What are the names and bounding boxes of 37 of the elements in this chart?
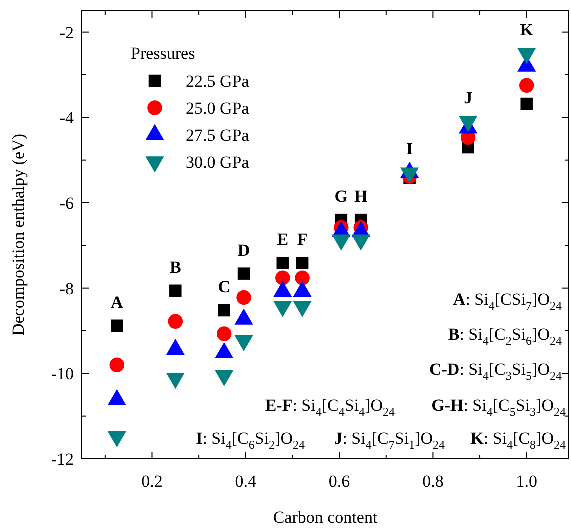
y-tick-label: -6: [60, 194, 74, 213]
text: G-H: Si$_{4}$[C$_{5}$Si$_{3}$]O$_{24}$: [432, 396, 566, 419]
x-tick-label: 0.4: [235, 472, 258, 491]
annotation: A: [110, 292, 124, 312]
annotation: D: [238, 240, 250, 260]
x-tick-label: 0.2: [142, 472, 163, 491]
x-axis-title: Carbon content: [273, 508, 378, 527]
y-tick-label: -2: [60, 23, 74, 42]
annotation: G: [334, 187, 348, 206]
legend-label: 27.5 GPa: [186, 126, 250, 145]
legend-label: 22.5 GPa: [186, 72, 250, 91]
x-tick-label: 1.0: [516, 472, 538, 491]
text: I: Si$_{4}$[C$_{6}$Si$_{2}$]O$_{24}$: [196, 429, 305, 452]
y-tick-label: -4: [60, 108, 74, 128]
annotation: B: [170, 258, 182, 277]
text: E-F: Si$_{4}$[C$_{4}$Si$_{4}$]O$_{24}$: [265, 396, 395, 419]
legend-label: 30.0 GPa: [186, 152, 250, 172]
text: J: Si$_{4}$[C$_{7}$Si$_{1}$]O$_{24}$: [334, 429, 445, 452]
annotation: J: [464, 88, 474, 108]
annotation: K: [520, 20, 534, 40]
y-axis-title: Decomposition enthalpy (eV): [9, 134, 28, 336]
annotation: K: Si$_{4}$[C$_{8}$]O$_{24}$: [470, 429, 566, 452]
annotation: A: Si$_{4}$[CSi$_{7}$]O$_{24}$: [453, 290, 562, 313]
annotation: E: [277, 230, 289, 250]
x-tick-label: 0.6: [328, 472, 350, 491]
annotation: I: [406, 140, 414, 159]
y-tick-label: -12: [51, 450, 74, 469]
legend-title: Pressures: [131, 44, 196, 63]
x-tick-label: 0.8: [422, 472, 444, 491]
text: B: Si$_{4}$[C$_{2}$Si$_{6}$]O$_{24}$: [448, 325, 562, 348]
y-tick-label: -8: [60, 279, 74, 298]
legend-label: 25.0 GPa: [186, 98, 250, 118]
annotation: C: [218, 277, 230, 296]
annotation: H: [354, 187, 368, 206]
annotation: F: [297, 230, 308, 250]
y-tick-label: -10: [51, 364, 74, 384]
text: C-D: Si$_{4}$[C$_{3}$Si$_{5}$]O$_{24}$: [429, 360, 562, 383]
